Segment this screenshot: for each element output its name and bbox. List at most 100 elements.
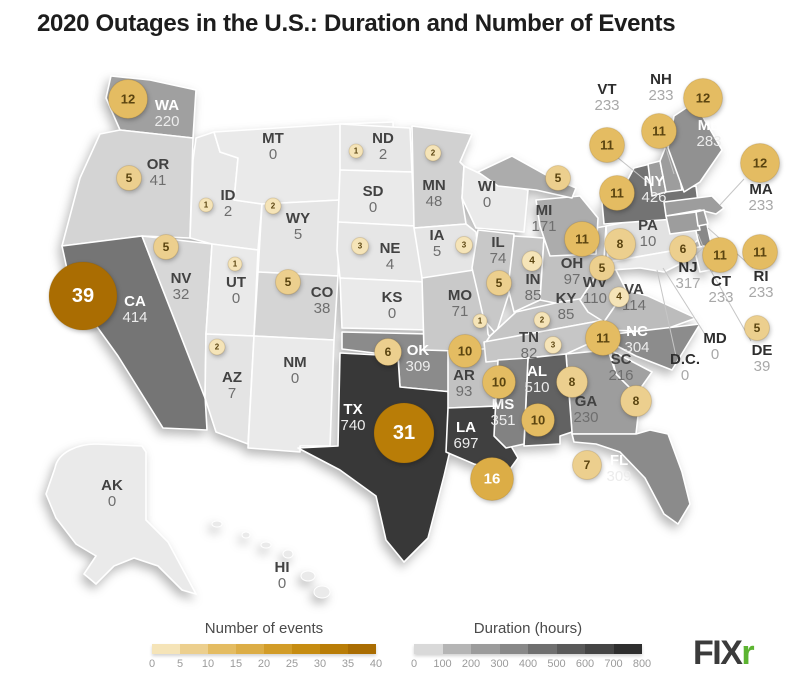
events-count-WV: 5 xyxy=(599,261,606,275)
legend-tick: 20 xyxy=(257,658,271,670)
events-count-MS: 10 xyxy=(492,375,506,390)
state-abbr-SD: SD xyxy=(363,183,384,200)
state-duration-UT: 0 xyxy=(232,290,240,307)
state-duration-MT: 0 xyxy=(269,146,277,163)
legend-tick: 700 xyxy=(604,658,623,670)
events-bubble-MA xyxy=(740,143,780,183)
events-count-WA: 12 xyxy=(121,92,135,107)
events-count-CO: 5 xyxy=(285,275,292,289)
events-bubble-ME xyxy=(683,78,723,118)
state-abbr-TN: TN xyxy=(519,329,539,346)
state-abbr-TX: TX xyxy=(343,401,362,418)
events-bubble-AZ xyxy=(208,338,226,356)
legend-tick: 500 xyxy=(547,658,566,670)
state-duration-RI: 233 xyxy=(748,284,773,301)
state-abbr-NJ: NJ xyxy=(678,259,697,276)
state-shape-HI-2 xyxy=(260,541,272,549)
events-bubble-NE xyxy=(351,237,369,255)
events-count-NJ: 6 xyxy=(680,242,687,256)
events-count-MI: 5 xyxy=(555,171,562,185)
state-duration-NM: 0 xyxy=(291,370,299,387)
events-count-AR: 10 xyxy=(458,344,472,359)
events-count-TX: 31 xyxy=(393,422,415,444)
landmass xyxy=(45,75,725,599)
legend-tick: 35 xyxy=(341,658,355,670)
events-count-LA: 16 xyxy=(484,471,501,488)
events-bubble-MO xyxy=(472,313,488,329)
events-bubble-MI xyxy=(545,165,571,191)
state-duration-AK: 0 xyxy=(108,493,116,510)
state-duration-CO: 38 xyxy=(314,300,331,317)
state-duration-WI: 0 xyxy=(483,194,491,211)
state-abbr-HI: HI xyxy=(275,559,290,576)
state-abbr-NV: NV xyxy=(171,270,192,287)
state-abbr-NE: NE xyxy=(380,240,401,257)
leader-line-NH xyxy=(663,141,675,175)
legend-segment-7 xyxy=(613,644,642,654)
state-abbr-MD: MD xyxy=(703,330,726,347)
events-count-SC: 8 xyxy=(633,394,640,408)
state-abbr-FL: FL xyxy=(610,452,628,469)
legend-segment-0 xyxy=(414,644,443,654)
events-count-NE: 3 xyxy=(358,242,363,251)
events-count-NH: 11 xyxy=(652,124,666,139)
events-count-MN: 2 xyxy=(431,149,436,158)
legend-segment-6 xyxy=(585,644,614,654)
state-duration-MN: 48 xyxy=(426,193,443,210)
state-shape-CT xyxy=(665,211,701,235)
events-count-NV: 5 xyxy=(163,240,170,254)
events-count-ID: 1 xyxy=(204,201,209,210)
legend-tick: 600 xyxy=(575,658,595,670)
state-duration-GA: 230 xyxy=(573,409,598,426)
legend-tick: 5 xyxy=(176,658,184,670)
state-duration-AR: 93 xyxy=(456,383,473,400)
legend-segment-2 xyxy=(471,644,500,654)
events-count-CT: 11 xyxy=(713,248,727,263)
state-abbr-GA: GA xyxy=(575,393,598,410)
legend-segment-5 xyxy=(292,644,320,654)
events-bubble-WY xyxy=(264,197,282,215)
events-count-IN: 4 xyxy=(529,256,535,267)
state-duration-MA: 233 xyxy=(748,197,773,214)
events-count-ME: 12 xyxy=(696,91,710,106)
duration-legend: Duration (hours) 0 100 200 300 400 500 600 700 8… xyxy=(411,620,651,672)
state-duration-IL: 74 xyxy=(490,250,507,267)
events-bubble-TX xyxy=(373,402,435,464)
state-shape-HI-1 xyxy=(241,531,251,539)
state-duration-NC: 304 xyxy=(624,339,649,356)
fixr-logo: FIXr xyxy=(693,634,755,673)
legend-tick: 400 xyxy=(518,658,538,670)
events-bubble-NY xyxy=(599,175,635,211)
events-legend-gradient xyxy=(152,644,376,654)
state-abbr-CA: CA xyxy=(124,293,146,310)
state-abbr-AR: AR xyxy=(453,367,475,384)
events-count-NY: 11 xyxy=(610,186,624,201)
state-shape-AZ xyxy=(204,333,255,445)
events-bubble-CT xyxy=(702,237,738,273)
state-duration-NE: 4 xyxy=(386,256,394,273)
state-duration-TX: 740 xyxy=(340,417,365,434)
state-abbr-IN: IN xyxy=(526,271,541,288)
state-abbr-SC: SC xyxy=(611,351,632,368)
state-abbr-OK: OK xyxy=(407,342,430,359)
state-duration-NY: 426 xyxy=(641,189,666,206)
duration-legend-gradient xyxy=(414,644,642,654)
state-duration-NV: 32 xyxy=(173,286,190,303)
legend-tick: 300 xyxy=(490,658,509,670)
state-abbr-AK: AK xyxy=(101,477,123,494)
events-bubble-CA xyxy=(48,261,118,331)
state-abbr-ID: ID xyxy=(221,187,236,204)
state-duration-CA: 414 xyxy=(122,309,147,326)
events-count-VA: 4 xyxy=(616,292,622,303)
state-abbr-KY: KY xyxy=(556,290,577,307)
duration-legend-ticks: 0 100 200 300 400 500 600 700 800 xyxy=(411,658,651,672)
legend-tick: 15 xyxy=(229,658,243,670)
state-abbr-WA: WA xyxy=(155,97,179,114)
events-bubble-AR xyxy=(448,334,482,368)
state-abbr-VT: VT xyxy=(597,81,616,98)
events-count-VT: 11 xyxy=(600,138,614,153)
state-duration-AZ: 7 xyxy=(228,385,236,402)
state-abbr-AL: AL xyxy=(527,363,547,380)
state-shape-RI xyxy=(695,209,709,227)
